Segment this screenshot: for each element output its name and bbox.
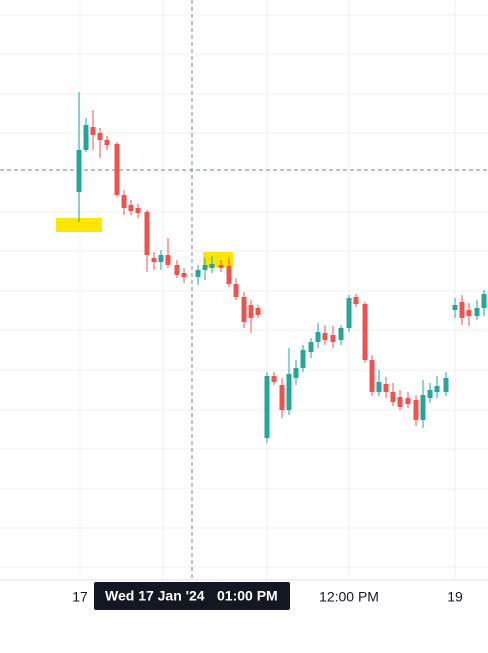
candle-body bbox=[104, 140, 110, 145]
x-tick-label: 17 bbox=[72, 589, 88, 605]
candle-body bbox=[481, 294, 487, 308]
candle-body bbox=[293, 368, 299, 378]
candle-body bbox=[90, 127, 96, 135]
candle-body bbox=[165, 255, 171, 265]
candle-body bbox=[346, 298, 352, 328]
candle-body bbox=[405, 398, 411, 404]
candle-body bbox=[474, 308, 480, 316]
candle-body bbox=[300, 350, 306, 368]
candle-body bbox=[330, 335, 336, 342]
candle-body bbox=[264, 376, 270, 438]
candle-body bbox=[248, 305, 254, 318]
candle-body bbox=[128, 205, 134, 211]
candle-body bbox=[226, 266, 232, 284]
candle-body bbox=[376, 382, 382, 392]
candle-body bbox=[322, 333, 328, 340]
candle-body bbox=[390, 392, 396, 402]
candle-body bbox=[362, 304, 368, 360]
candle-body bbox=[459, 302, 465, 318]
candle-body bbox=[466, 310, 472, 316]
candle-body bbox=[135, 208, 141, 213]
crosshair-time: 01:00 PM bbox=[217, 588, 278, 604]
candle-body bbox=[241, 297, 247, 322]
candle-body bbox=[114, 144, 120, 195]
candle-body bbox=[209, 264, 215, 268]
candle-body bbox=[434, 386, 440, 392]
candle-body bbox=[181, 273, 187, 277]
candle-body bbox=[279, 385, 285, 410]
candle-body bbox=[76, 150, 82, 192]
candle-body bbox=[452, 305, 458, 310]
candle-body bbox=[83, 125, 89, 150]
highlight bbox=[203, 252, 233, 267]
candle-body bbox=[420, 395, 426, 420]
x-tick-label: 12:00 PM bbox=[319, 589, 379, 605]
candle-body bbox=[383, 384, 389, 392]
crosshair-date: Wed 17 Jan '24 bbox=[105, 588, 205, 604]
candle-body bbox=[97, 133, 103, 140]
candle-body bbox=[271, 376, 277, 382]
candle-body bbox=[397, 397, 403, 407]
candle-body bbox=[369, 360, 375, 392]
candle-body bbox=[158, 255, 164, 262]
candle-body bbox=[286, 374, 292, 410]
candle-body bbox=[174, 265, 180, 275]
x-tick-label: 19 bbox=[447, 589, 463, 605]
candle-body bbox=[121, 195, 127, 208]
crosshair-label-box bbox=[94, 582, 290, 610]
candle-body bbox=[315, 332, 321, 342]
highlight bbox=[56, 218, 102, 232]
candle-body bbox=[255, 308, 261, 315]
candle-body bbox=[151, 258, 157, 262]
candle-body bbox=[427, 390, 433, 398]
candle-body bbox=[144, 212, 150, 255]
candle-body bbox=[308, 342, 314, 352]
candle-body bbox=[338, 328, 344, 340]
candle-body bbox=[353, 297, 359, 304]
candle-body bbox=[443, 378, 449, 392]
candle-body bbox=[195, 270, 201, 277]
candle-body bbox=[202, 265, 208, 270]
candle-body bbox=[233, 284, 239, 297]
candle-body bbox=[218, 265, 224, 268]
candle-body bbox=[413, 400, 419, 420]
